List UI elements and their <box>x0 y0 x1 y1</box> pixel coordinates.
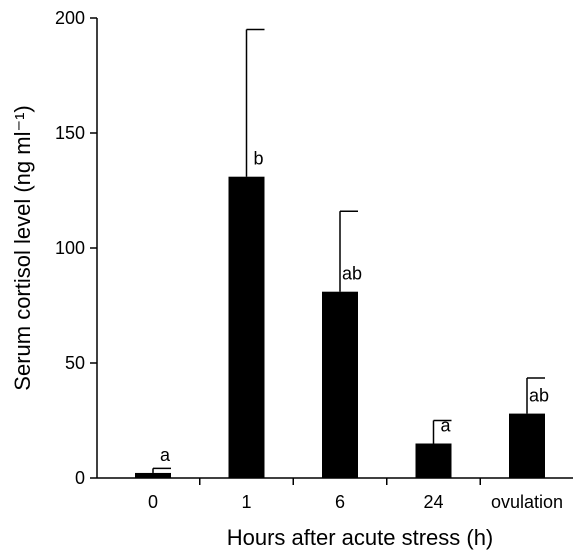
significance-letter: b <box>253 149 263 169</box>
significance-letter: a <box>160 445 171 465</box>
y-tick-label: 200 <box>55 8 85 28</box>
bar <box>322 291 358 478</box>
bar <box>135 472 171 478</box>
y-tick-label: 150 <box>55 123 85 143</box>
x-tick-label: 6 <box>335 492 345 512</box>
bar <box>415 443 452 478</box>
bar <box>228 176 265 478</box>
x-axis-label: Hours after acute stress (h) <box>227 525 494 550</box>
significance-letter: ab <box>529 386 549 406</box>
x-tick-label: 24 <box>423 492 443 512</box>
significance-letter: ab <box>342 264 362 284</box>
y-tick-label: 100 <box>55 238 85 258</box>
x-tick-label: 0 <box>148 492 158 512</box>
significance-letter: a <box>440 416 451 436</box>
y-tick-label: 0 <box>75 468 85 488</box>
bar <box>509 413 545 478</box>
y-tick-label: 50 <box>65 353 85 373</box>
y-axis-label: Serum cortisol level (ng ml⁻¹) <box>10 105 35 390</box>
x-tick-label: ovulation <box>491 492 563 512</box>
x-tick-label: 1 <box>241 492 251 512</box>
